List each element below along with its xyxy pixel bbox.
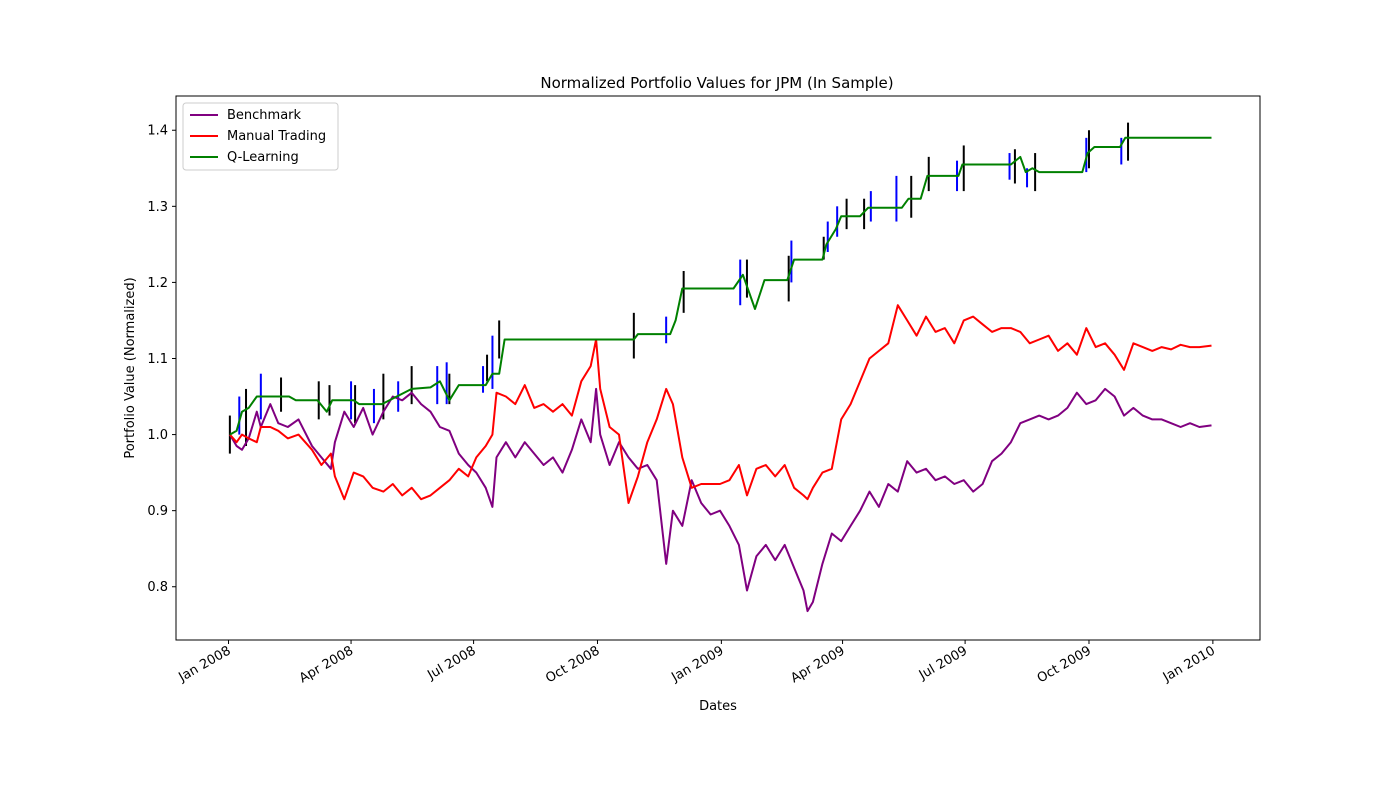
series-line-q-learning (229, 136, 1212, 436)
legend: Benchmark Manual Trading Q-Learning (182, 102, 339, 171)
x-tick-label: Jan 2009 (668, 643, 726, 685)
trade-markers (228, 122, 1130, 454)
y-tick-label: 1.3 (147, 200, 168, 215)
y-tick-label: 0.8 (147, 580, 168, 595)
plot-area (175, 95, 1261, 641)
chart-title: Normalized Portfolio Values for JPM (In … (540, 74, 893, 92)
x-axis-title: Dates (699, 699, 737, 714)
y-tick-label: 1.4 (147, 124, 168, 139)
x-tick-label: Jul 2009 (916, 643, 970, 683)
x-tick-label: Jan 2010 (1160, 643, 1218, 685)
x-tick-label: Jan 2008 (176, 643, 234, 685)
x-tick-label: Oct 2008 (543, 643, 602, 686)
x-tick-label: Oct 2009 (1035, 643, 1094, 686)
y-tick-label: 1.2 (147, 276, 168, 291)
y-tick-label: 1.1 (147, 352, 168, 367)
series-line-benchmark (229, 387, 1212, 613)
legend-box (182, 102, 339, 171)
legend-label-q-learning: Q-Learning (227, 150, 299, 165)
x-tick-label: Apr 2008 (297, 643, 356, 686)
x-axis: Jan 2008 Apr 2008 Jul 2008 Oct 2008 Jan 2009… (176, 640, 1218, 686)
series-lines (229, 136, 1212, 613)
legend-label-benchmark: Benchmark (227, 108, 302, 123)
y-axis: 0.8 0.9 1.0 1.1 1.2 1.3 1.4 (147, 124, 176, 595)
y-axis-title: Portfolio Value (Normalized) (123, 277, 138, 458)
legend-label-manual-trading: Manual Trading (227, 129, 326, 144)
series-line-manual-trading (229, 304, 1212, 504)
x-tick-label: Apr 2009 (788, 643, 847, 686)
y-tick-label: 0.9 (147, 504, 168, 519)
x-tick-label: Jul 2008 (424, 643, 478, 683)
y-tick-label: 1.0 (147, 428, 168, 443)
